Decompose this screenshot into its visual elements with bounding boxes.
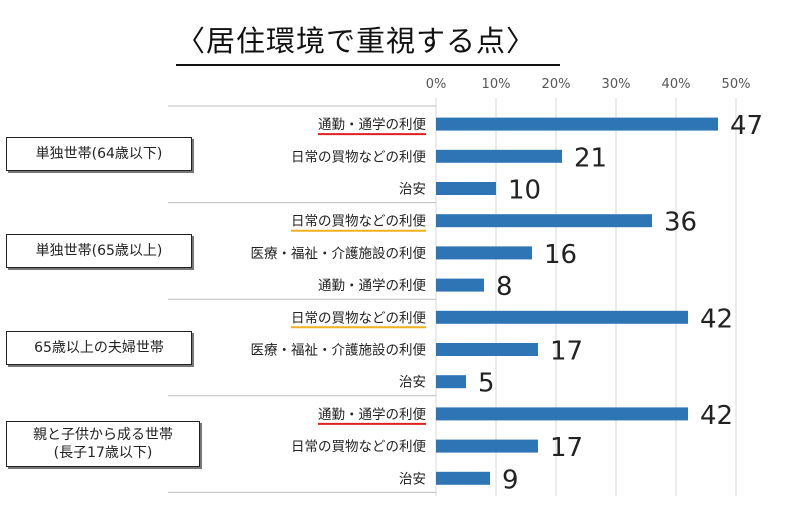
chart-title: 〈居住環境で重視する点〉 bbox=[176, 24, 537, 58]
category-label: 医療・福祉・介護施設の利便 bbox=[251, 245, 427, 262]
data-label: 17 bbox=[550, 433, 583, 463]
data-label: 47 bbox=[730, 111, 763, 141]
bar bbox=[436, 471, 490, 485]
category-label: 治安 bbox=[399, 182, 426, 198]
group-label-text: 親と子供から成る世帯 bbox=[33, 427, 173, 444]
bar bbox=[436, 407, 688, 421]
group-label-box: 単独世帯(65歳以上) bbox=[6, 233, 192, 268]
group-label-text: 65歳以上の夫婦世帯 bbox=[34, 339, 164, 356]
bar bbox=[436, 149, 562, 163]
data-label: 36 bbox=[664, 208, 697, 238]
bar bbox=[436, 343, 538, 356]
data-label: 16 bbox=[544, 240, 577, 270]
x-tick-label: 0% bbox=[426, 77, 447, 92]
data-label: 8 bbox=[496, 272, 513, 302]
category-label: 通勤・通学の利便 bbox=[318, 117, 426, 133]
category-label: 通勤・通学の利便 bbox=[318, 278, 426, 294]
data-label: 42 bbox=[700, 401, 733, 431]
data-label: 17 bbox=[550, 337, 583, 367]
title-underline bbox=[176, 64, 560, 66]
group-label-text: 単独世帯(64歳以下) bbox=[35, 146, 163, 163]
x-tick-label: 50% bbox=[722, 77, 751, 92]
data-label: 10 bbox=[508, 176, 541, 206]
group-label-box: 単独世帯(64歳以下) bbox=[6, 137, 192, 172]
x-tick-label: 10% bbox=[482, 77, 511, 92]
x-tick-label: 40% bbox=[662, 77, 691, 92]
data-label: 5 bbox=[478, 369, 495, 399]
category-label: 治安 bbox=[399, 375, 426, 391]
bar bbox=[436, 439, 538, 453]
group-label-box: 親と子供から成る世帯 (長子17歳以下) bbox=[6, 421, 200, 468]
bar bbox=[436, 182, 496, 195]
group-label-box: 65歳以上の夫婦世帯 bbox=[6, 330, 192, 365]
data-label: 9 bbox=[502, 465, 519, 495]
category-label: 通勤・通学の利便 bbox=[318, 407, 426, 423]
group-label-text: 単独世帯(65歳以上) bbox=[35, 242, 163, 259]
x-tick-label: 20% bbox=[542, 77, 571, 92]
category-label: 日常の買物などの利便 bbox=[291, 214, 426, 230]
category-label: 医療・福祉・介護施設の利便 bbox=[251, 342, 427, 359]
category-label: 治安 bbox=[399, 471, 426, 487]
bar bbox=[436, 246, 532, 260]
category-label: 日常の買物などの利便 bbox=[291, 310, 426, 326]
category-label: 日常の買物などの利便 bbox=[291, 439, 426, 455]
x-tick-label: 30% bbox=[602, 77, 631, 92]
data-label: 42 bbox=[700, 304, 733, 334]
bar bbox=[436, 117, 718, 131]
bar bbox=[436, 278, 484, 292]
bar bbox=[436, 310, 688, 324]
bar bbox=[436, 214, 652, 228]
category-label: 日常の買物などの利便 bbox=[291, 149, 426, 165]
bar bbox=[436, 375, 466, 389]
data-label: 21 bbox=[574, 143, 607, 173]
group-label-text: (長子17歳以下) bbox=[53, 445, 153, 462]
